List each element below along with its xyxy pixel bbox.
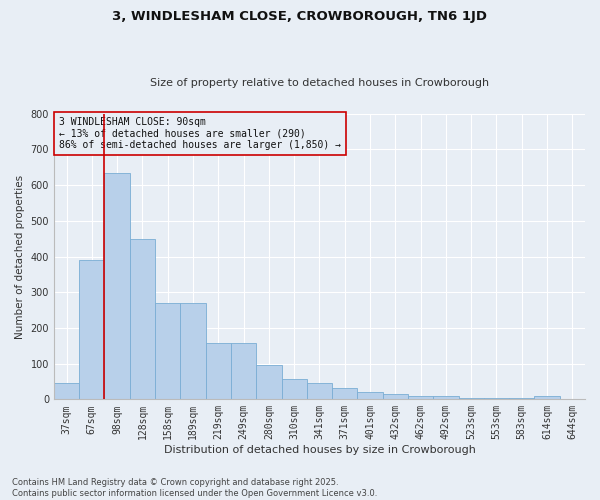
Bar [332, 388, 358, 400]
Bar [231, 344, 256, 400]
Bar [104, 172, 130, 400]
Bar [458, 398, 484, 400]
Bar [433, 396, 458, 400]
Text: 3 WINDLESHAM CLOSE: 90sqm
← 13% of detached houses are smaller (290)
86% of semi: 3 WINDLESHAM CLOSE: 90sqm ← 13% of detac… [59, 116, 341, 150]
Bar [383, 394, 408, 400]
Bar [256, 364, 281, 400]
Bar [79, 260, 104, 400]
Bar [484, 398, 509, 400]
Text: Contains HM Land Registry data © Crown copyright and database right 2025.
Contai: Contains HM Land Registry data © Crown c… [12, 478, 377, 498]
Bar [181, 303, 206, 400]
Bar [155, 303, 181, 400]
Bar [206, 344, 231, 400]
X-axis label: Distribution of detached houses by size in Crowborough: Distribution of detached houses by size … [164, 445, 475, 455]
Bar [509, 398, 535, 400]
Bar [535, 396, 560, 400]
Bar [408, 396, 433, 400]
Bar [54, 382, 79, 400]
Bar [281, 379, 307, 400]
Bar [358, 392, 383, 400]
Text: 3, WINDLESHAM CLOSE, CROWBOROUGH, TN6 1JD: 3, WINDLESHAM CLOSE, CROWBOROUGH, TN6 1J… [113, 10, 487, 23]
Y-axis label: Number of detached properties: Number of detached properties [15, 174, 25, 338]
Bar [130, 238, 155, 400]
Bar [560, 398, 585, 400]
Title: Size of property relative to detached houses in Crowborough: Size of property relative to detached ho… [150, 78, 489, 88]
Bar [307, 384, 332, 400]
